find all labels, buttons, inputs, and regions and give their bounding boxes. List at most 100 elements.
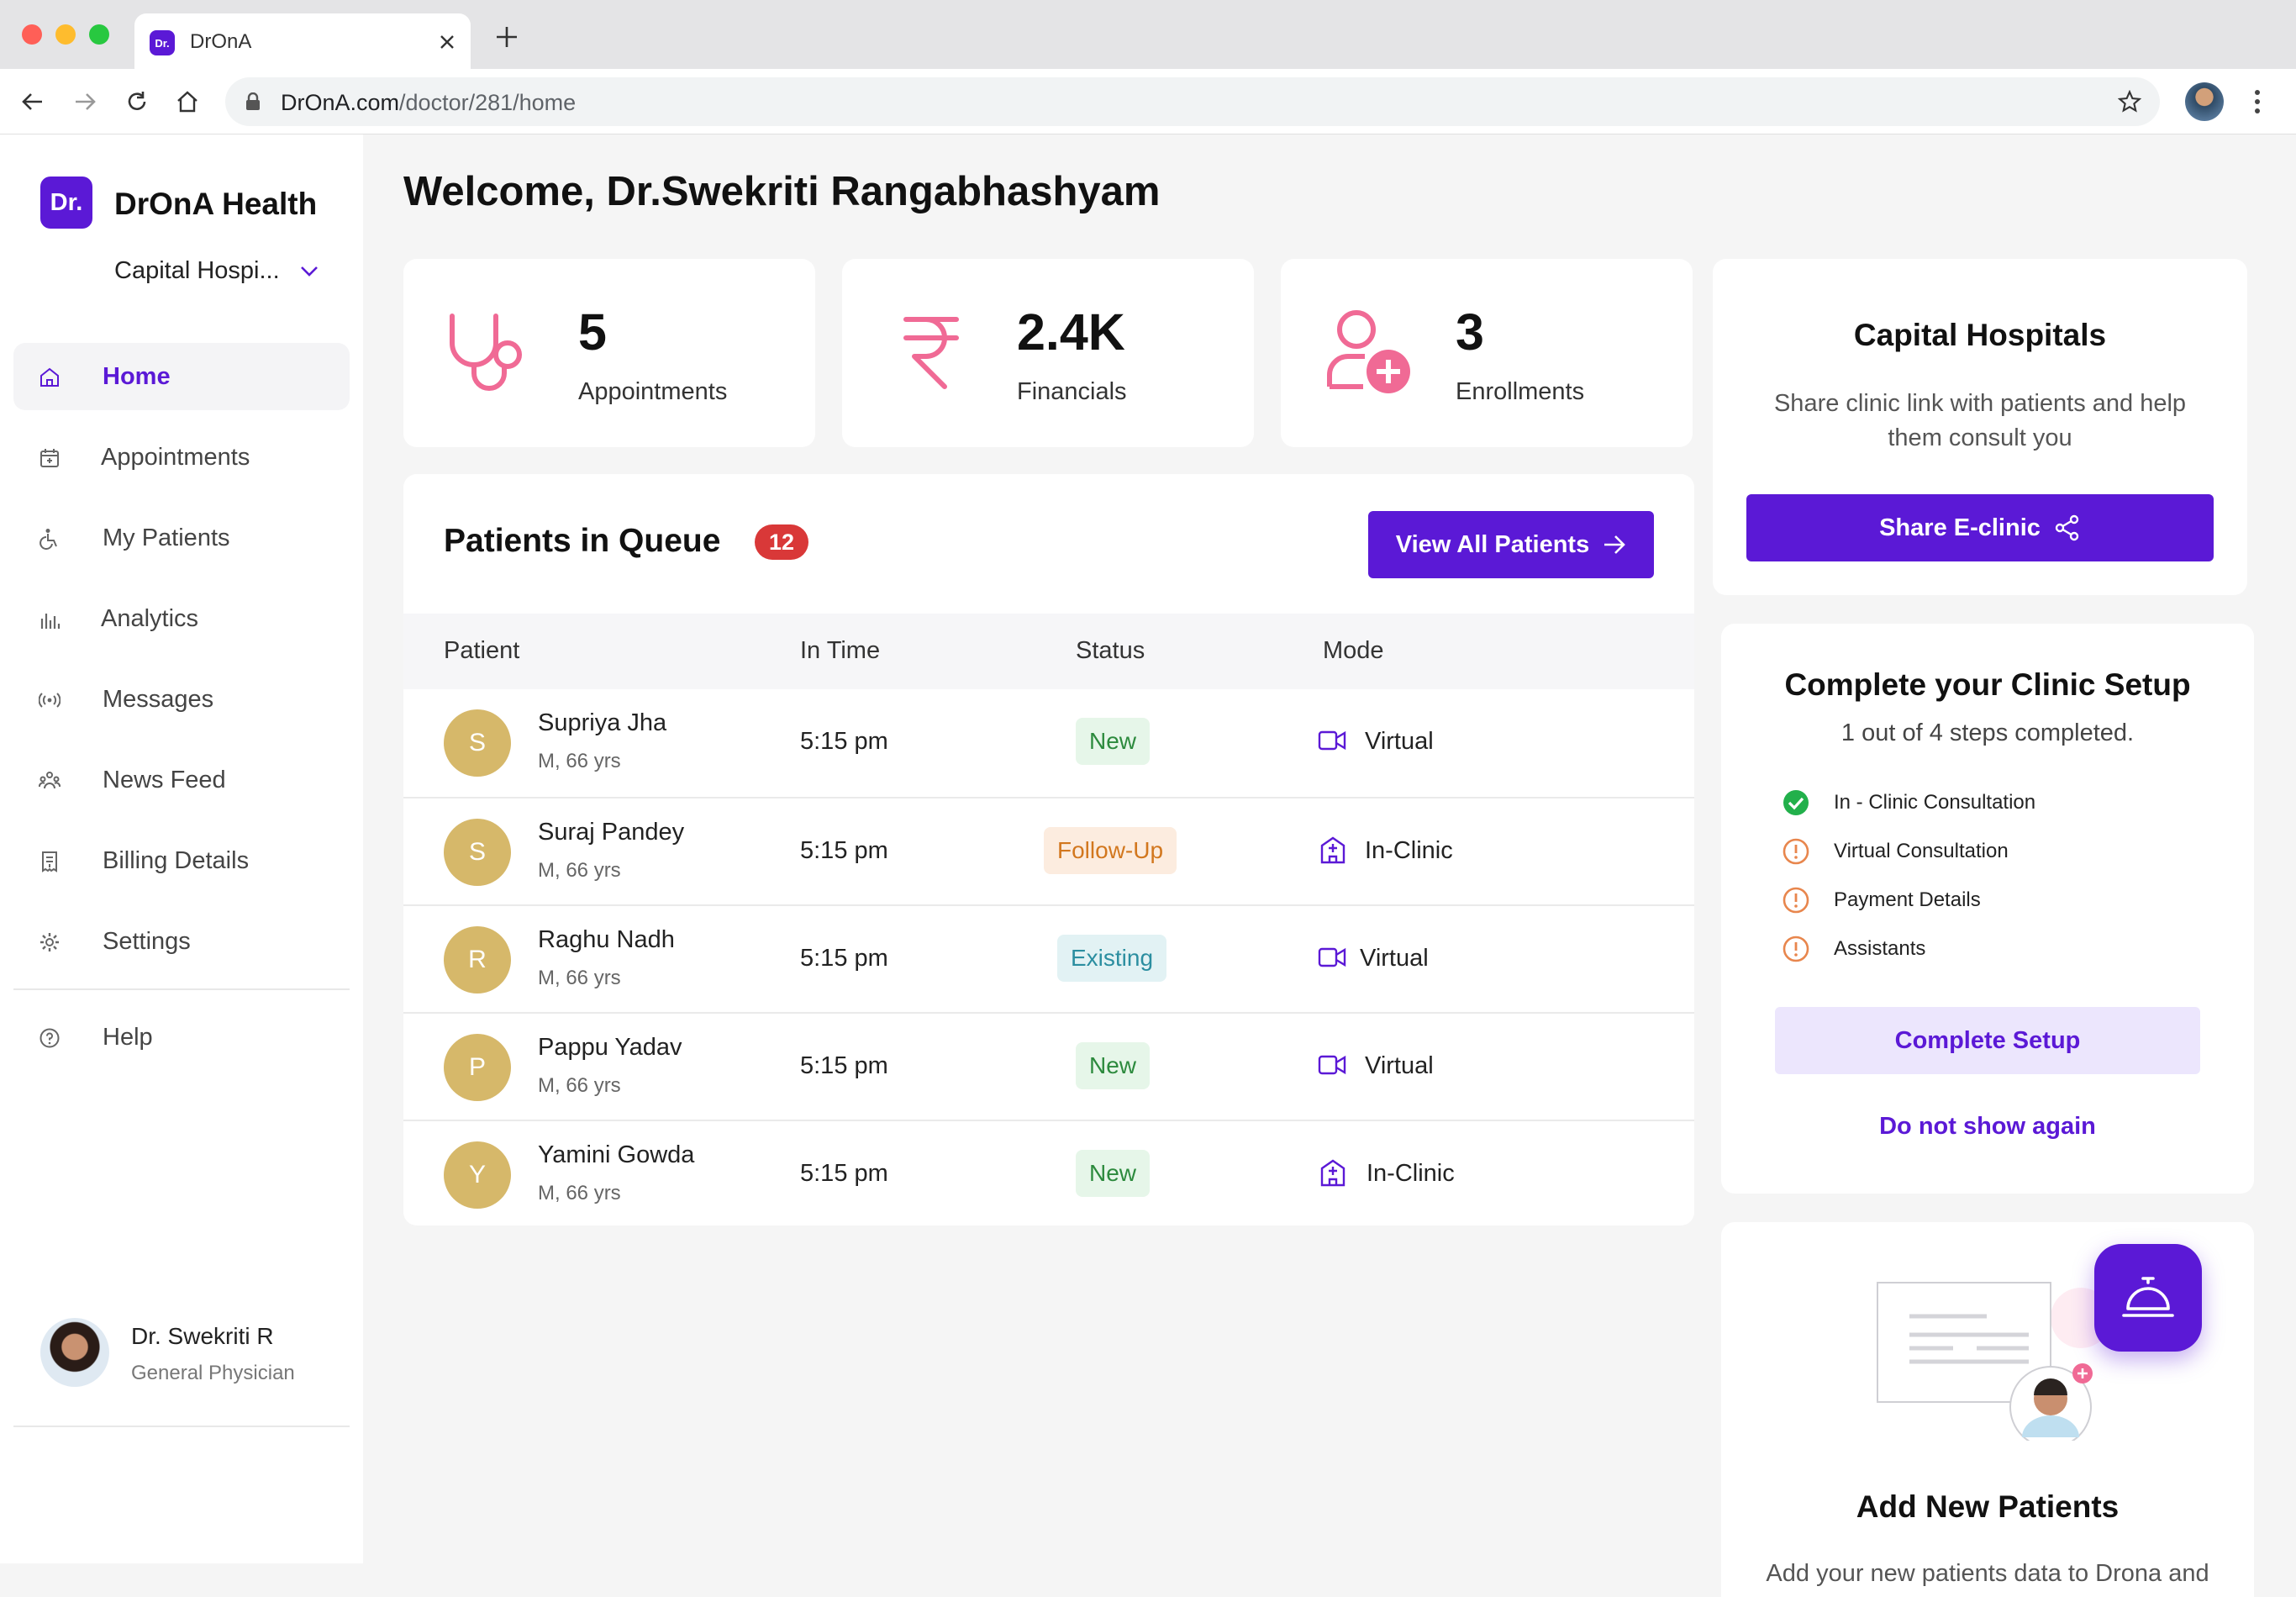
more-menu-icon[interactable] [2252,89,2262,114]
warning-circle-icon [1783,936,1809,962]
stat-card-enrollments[interactable]: 3 Enrollments [1281,259,1693,447]
favicon-icon: Dr. [150,30,175,55]
column-header: Status [1076,637,1145,664]
patient-avatar: Y [444,1141,511,1209]
url-text: DrOnA.com/doctor/281/home [281,90,577,115]
user-role: General Physician [131,1362,295,1384]
user-name: Dr. Swekriti R [131,1323,274,1349]
sidebar-item-messages[interactable]: Messages [13,666,350,733]
close-window-button[interactable] [22,24,42,45]
status-badge: Existing [1057,935,1167,982]
column-header: In Time [800,637,881,664]
table-row[interactable]: R Raghu Nadh M, 66 yrs 5:15 pm Existing … [403,904,1694,1012]
setup-step-label: In - Clinic Consultation [1834,791,2036,814]
mode-label: In-Clinic [1365,837,1453,864]
bookmark-star-icon[interactable] [2118,90,2141,113]
wheelchair-icon [39,529,57,550]
setup-step[interactable]: Assistants [1782,935,1925,963]
share-clinic-card: Capital Hospitals Share clinic link with… [1713,259,2247,595]
hospital-icon [1320,1159,1345,1187]
do-not-show-again-link[interactable]: Do not show again [1879,1113,2096,1140]
browser-tab[interactable]: Dr. DrOnA [134,13,471,69]
patient-meta: M, 66 yrs [538,750,621,772]
in-time: 5:15 pm [800,945,888,972]
sidebar-item-my-patients[interactable]: My Patients [13,504,350,572]
sidebar-item-settings[interactable]: Settings [13,908,350,975]
patients-queue-panel: Patients in Queue 12 View All Patients P… [403,474,1694,1225]
sidebar-item-label: Help [103,1024,153,1051]
status-badge: New [1076,1150,1151,1197]
sidebar-item-label: Analytics [101,605,199,632]
user-avatar[interactable] [40,1318,109,1387]
table-row[interactable]: S Supriya Jha M, 66 yrs 5:15 pm New Virt… [403,689,1694,797]
clinic-setup-card: Complete your Clinic Setup 1 out of 4 st… [1721,624,2254,1194]
sidebar-item-analytics[interactable]: Analytics [13,585,350,652]
table-header: Patient In Time Status Mode [403,614,1694,689]
sidebar-item-home[interactable]: Home [13,343,350,410]
help-icon [39,1028,60,1048]
reception-bell-button[interactable] [2094,1244,2202,1352]
tab-title: DrOnA [190,30,252,53]
share-icon [2055,514,2079,541]
patient-name: Pappu Yadav [538,1034,682,1061]
people-icon [39,772,61,789]
sidebar-item-label: Billing Details [103,847,250,874]
share-eclinic-button[interactable]: Share E-clinic [1746,494,2214,561]
table-row[interactable]: S Suraj Pandey M, 66 yrs 5:15 pm Follow-… [403,797,1694,904]
stat-card-financials[interactable]: 2.4K Financials [842,259,1254,447]
setup-step-label: Assistants [1834,937,1926,960]
calendar-icon [40,449,59,467]
setup-step[interactable]: Virtual Consultation [1782,837,2009,866]
tab-close-icon[interactable] [439,34,456,50]
status-badge: Follow-Up [1044,827,1177,874]
maximize-window-button[interactable] [89,24,109,45]
add-patients-illustration [1877,1282,2111,1441]
patient-avatar: S [444,819,511,886]
sidebar-item-billing-details[interactable]: Billing Details [13,827,350,894]
back-icon[interactable] [20,89,45,114]
sidebar-divider [13,1426,350,1427]
clinic-selector[interactable]: Capital Hospi... [114,257,319,285]
sidebar-item-label: Messages [103,686,214,713]
mode-label: Virtual [1360,945,1429,972]
setup-step[interactable]: Payment Details [1782,886,1981,914]
mode-label: Virtual [1365,1052,1434,1079]
status-badge: New [1076,1042,1151,1089]
reload-icon[interactable] [124,89,150,114]
gear-icon [40,933,59,951]
forward-icon[interactable] [72,89,97,114]
table-row[interactable]: Y Yamini Gowda M, 66 yrs 5:15 pm New In-… [403,1120,1694,1225]
sidebar-item-news-feed[interactable]: News Feed [13,746,350,814]
patient-avatar: P [444,1034,511,1101]
address-bar[interactable]: DrOnA.com/doctor/281/home [225,77,2160,126]
stat-card-appointments[interactable]: 5 Appointments [403,259,815,447]
patient-name: Raghu Nadh [538,926,675,953]
share-description: Share clinic link with patients and help… [1773,390,2187,451]
in-time: 5:15 pm [800,837,888,864]
profile-avatar[interactable] [2185,82,2224,121]
sidebar-item-appointments[interactable]: Appointments [13,424,350,491]
browser-tab-bar: Dr. DrOnA [0,0,2296,69]
new-tab-icon[interactable] [496,26,518,48]
logo: Dr. [40,177,92,229]
video-icon [1318,730,1346,751]
view-all-patients-button[interactable]: View All Patients [1368,511,1654,578]
minimize-window-button[interactable] [55,24,76,45]
lock-icon [246,92,260,110]
button-label: Share E-clinic [1879,514,2041,541]
video-icon [1318,1055,1346,1075]
broadcast-icon [39,693,61,708]
patient-name: Yamini Gowda [538,1141,695,1168]
stat-label: Financials [1017,378,1127,405]
complete-setup-button[interactable]: Complete Setup [1775,1007,2200,1074]
table-row[interactable]: P Pappu Yadav M, 66 yrs 5:15 pm New Virt… [403,1012,1694,1120]
column-header: Mode [1323,637,1384,664]
mode-label: In-Clinic [1367,1160,1455,1187]
home-browser-icon[interactable] [175,89,200,114]
patient-meta: M, 66 yrs [538,859,621,882]
sidebar-item-help[interactable]: Help [13,1004,350,1071]
sidebar-item-label: News Feed [103,767,226,793]
setup-step[interactable]: In - Clinic Consultation [1782,788,2035,817]
home-icon [40,367,59,387]
patient-meta: M, 66 yrs [538,1182,621,1204]
